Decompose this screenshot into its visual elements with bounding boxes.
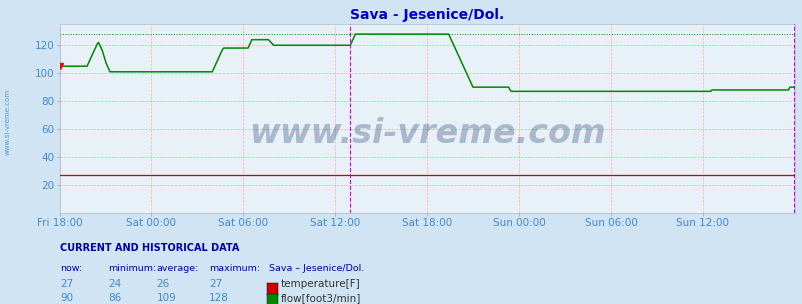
- Text: 86: 86: [108, 293, 122, 303]
- Title: Sava - Jesenice/Dol.: Sava - Jesenice/Dol.: [350, 8, 504, 22]
- Text: 27: 27: [209, 279, 222, 289]
- Text: Sava – Jesenice/Dol.: Sava – Jesenice/Dol.: [269, 264, 364, 273]
- Text: flow[foot3/min]: flow[foot3/min]: [281, 293, 361, 303]
- Text: CURRENT AND HISTORICAL DATA: CURRENT AND HISTORICAL DATA: [60, 243, 239, 253]
- Text: now:: now:: [60, 264, 83, 273]
- Text: temperature[F]: temperature[F]: [281, 279, 360, 289]
- Text: 90: 90: [60, 293, 73, 303]
- Text: www.si-vreme.com: www.si-vreme.com: [249, 117, 606, 150]
- Text: average:: average:: [156, 264, 199, 273]
- Text: 128: 128: [209, 293, 229, 303]
- Text: minimum:: minimum:: [108, 264, 156, 273]
- Text: 109: 109: [156, 293, 176, 303]
- Text: www.si-vreme.com: www.si-vreme.com: [5, 88, 11, 155]
- Text: 26: 26: [156, 279, 170, 289]
- Text: maximum:: maximum:: [209, 264, 260, 273]
- Text: 24: 24: [108, 279, 122, 289]
- Text: 27: 27: [60, 279, 74, 289]
